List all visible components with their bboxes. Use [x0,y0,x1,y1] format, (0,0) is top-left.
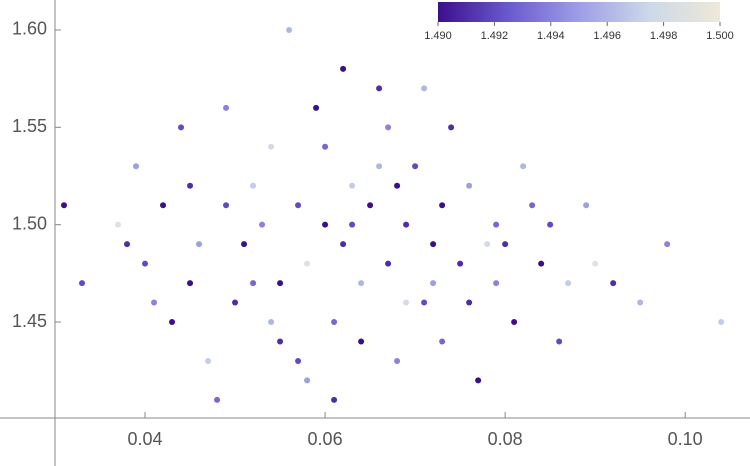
colorbar-tick-label: 1.496 [593,30,621,42]
scatter-point [340,241,347,248]
scatter-point [358,338,365,345]
scatter-point [187,182,194,189]
scatter-point [430,241,437,248]
scatter-point [196,241,203,248]
scatter-point [475,377,482,384]
scatter-point [358,280,365,287]
scatter-point [385,124,392,131]
scatter-point [241,241,248,248]
scatter-point [664,241,671,248]
y-tick-label: 1.60 [12,19,47,39]
scatter-point [412,163,419,170]
scatter-point [493,221,500,228]
scatter-point [250,280,257,287]
scatter-point [268,143,275,150]
scatter-point [439,202,446,209]
scatter-point [313,104,320,111]
colorbar-tick-label: 1.500 [706,30,734,42]
scatter-point [394,182,401,189]
scatter-point [394,357,401,364]
scatter-point [223,104,230,111]
scatter-point [466,299,473,306]
y-tick-label: 1.45 [12,311,47,331]
scatter-point [502,241,509,248]
scatter-point [295,357,302,364]
scatter-point [205,357,212,364]
scatter-point [430,280,437,287]
scatter-point [268,319,275,326]
scatter-point [232,299,239,306]
scatter-point [277,280,284,287]
scatter-point [529,202,536,209]
scatter-point [421,85,428,92]
scatter-point [538,260,545,267]
scatter-point [115,221,122,228]
scatter-point [439,338,446,345]
y-tick-label: 1.55 [12,116,47,136]
scatter-point [187,280,194,287]
scatter-point [295,202,302,209]
scatter-point [376,85,383,92]
scatter-point [79,280,86,287]
colorbar-tick-label: 1.494 [537,30,565,42]
scatter-point [583,202,590,209]
scatter-point [340,65,347,72]
scatter-point [457,260,464,267]
scatter-point [322,143,329,150]
scatter-point [160,202,167,209]
scatter-point [367,202,374,209]
x-tick-label: 0.04 [128,429,163,449]
x-tick-label: 0.10 [668,429,703,449]
scatter-point [259,221,266,228]
scatter-point [376,163,383,170]
scatter-point [250,182,257,189]
x-tick-label: 0.08 [488,429,523,449]
scatter-point [385,260,392,267]
scatter-point [133,163,140,170]
scatter-point [286,26,293,33]
scatter-point [304,377,311,384]
scatter-point [520,163,527,170]
scatter-point [223,202,230,209]
scatter-point [718,319,725,326]
y-tick-label: 1.50 [12,213,47,233]
colorbar-tick-label: 1.490 [424,30,452,42]
scatter-point [556,338,563,345]
colorbar [438,2,720,22]
scatter-point [403,299,410,306]
scatter-point [214,396,221,403]
scatter-point [565,280,572,287]
scatter-point [448,124,455,131]
scatter-point [331,396,338,403]
scatter-point [124,241,131,248]
scatter-point [592,260,599,267]
scatter-point [349,182,356,189]
colorbar-tick-label: 1.492 [481,30,509,42]
scatter-point [277,338,284,345]
scatter-point [484,241,491,248]
scatter-point [304,260,311,267]
scatter-point [493,280,500,287]
scatter-point [142,260,149,267]
scatter-point [322,221,329,228]
x-tick-label: 0.06 [308,429,343,449]
scatter-point [466,182,473,189]
scatter-point [349,221,356,228]
scatter-point [169,319,176,326]
colorbar-tick-label: 1.498 [650,30,678,42]
scatter-point [403,221,410,228]
scatter-point [421,299,428,306]
scatter-point [61,202,68,209]
scatter-point [637,299,644,306]
scatter-point [511,319,518,326]
scatter-point [547,221,554,228]
scatter-point [178,124,185,131]
scatter-point [331,319,338,326]
scatter-point [610,280,617,287]
scatter-point [151,299,158,306]
